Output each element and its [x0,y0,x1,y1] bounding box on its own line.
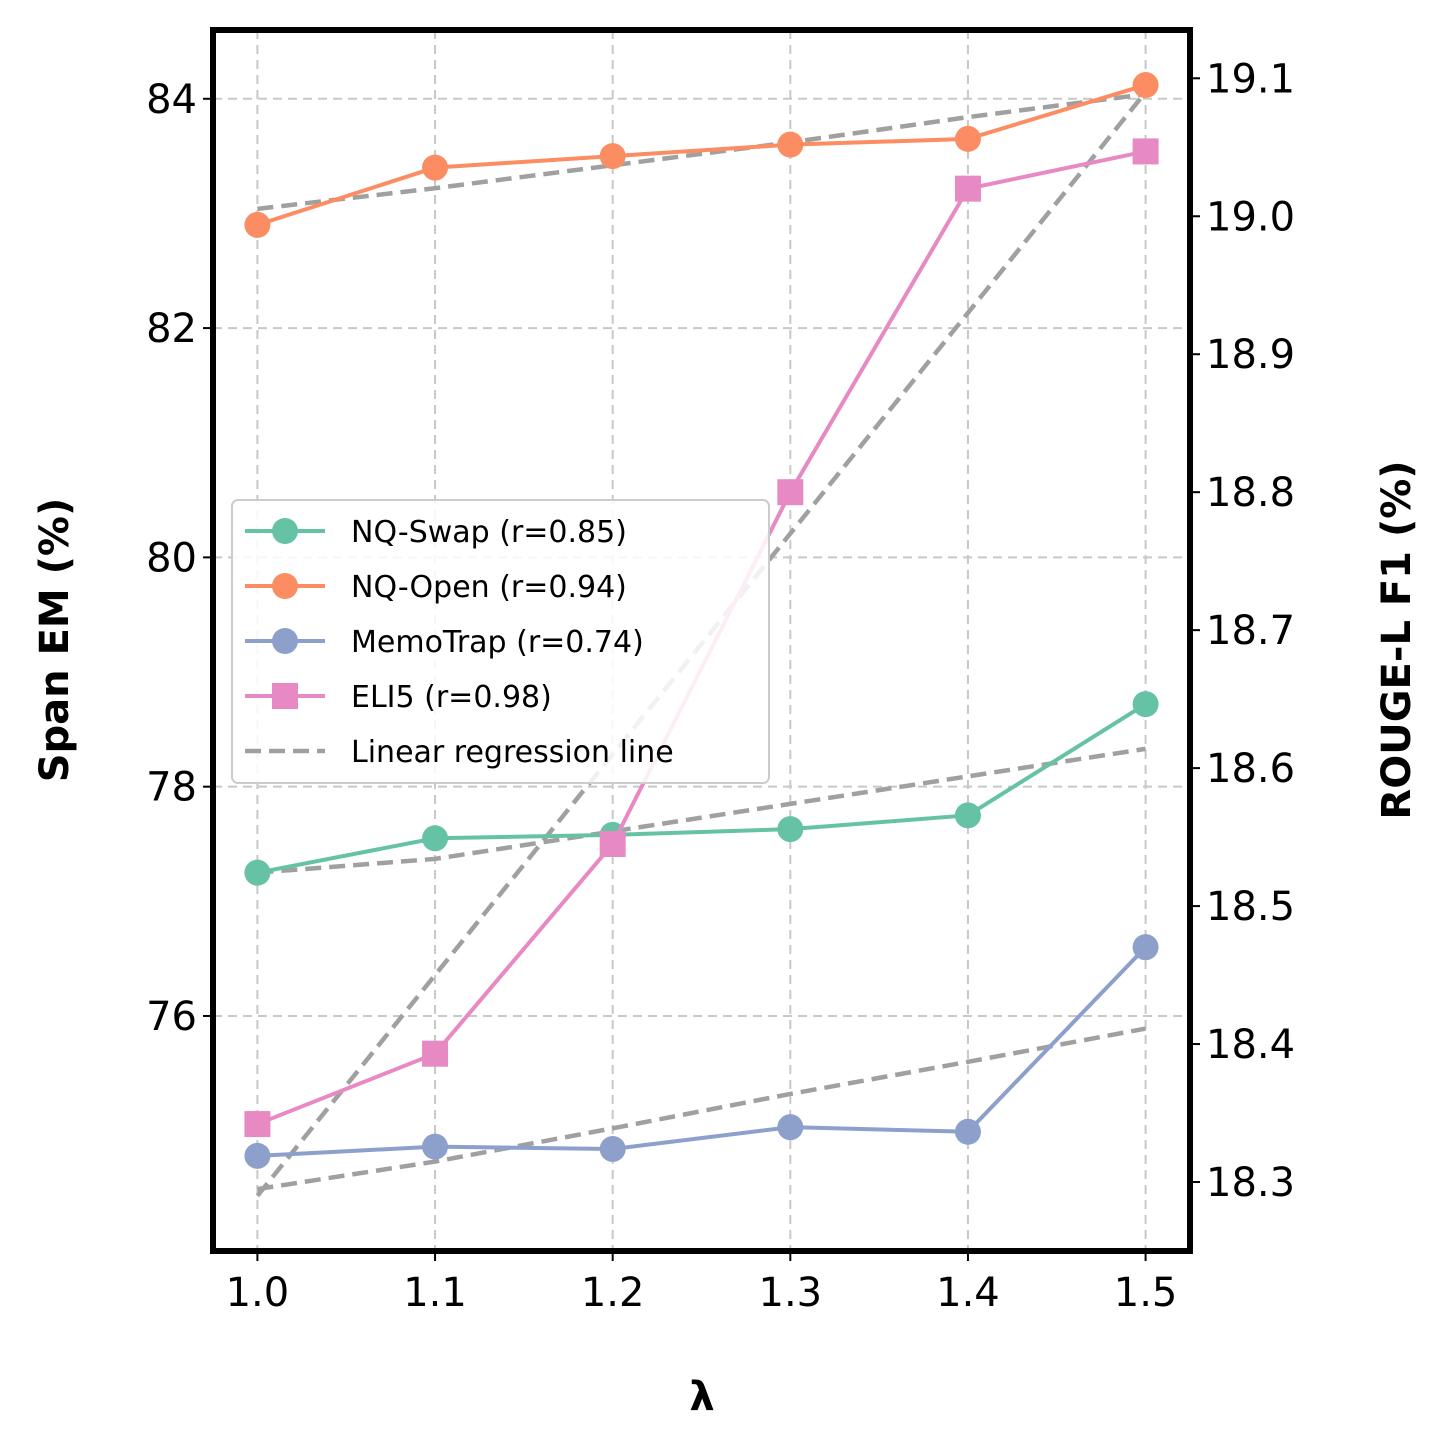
x-tick-label: 1.1 [403,1270,467,1316]
y-left-tick-label: 84 [146,77,197,123]
legend-entry: NQ-Swap (r=0.85) [245,515,627,550]
y-right-tick-label: 19.0 [1206,194,1295,240]
data-point [422,154,449,181]
data-point [244,1111,271,1138]
legend-entry: NQ-Open (r=0.94) [245,570,627,605]
data-point [777,1114,804,1141]
x-tick-label: 1.2 [581,1270,645,1316]
data-point [244,859,271,886]
x-tick-label: 1.4 [936,1270,1000,1316]
y-right-tick-label: 19.1 [1206,56,1295,102]
data-point [1132,72,1159,99]
legend-label: ELI5 (r=0.98) [351,680,552,715]
legend-swatch-marker [272,683,298,709]
data-point [1132,934,1159,961]
data-point [777,131,804,158]
legend-entry: ELI5 (r=0.98) [245,680,552,715]
series-line [256,83,1147,227]
legend-entry: Linear regression line [245,735,674,770]
regression-line-nq-swap [257,746,1146,875]
x-axis-label: λ [689,1374,714,1420]
series-line [257,945,1148,1158]
data-point [422,1040,449,1067]
regression-line-nq-open [257,91,1146,212]
data-point [422,1133,449,1160]
legend-swatch-marker [272,518,298,544]
y-left-tick-label: 76 [146,994,197,1040]
series-nq-open [244,72,1159,238]
legend-label: NQ-Open (r=0.94) [351,570,627,605]
y-left-tick-label: 82 [146,306,197,352]
data-point [599,831,626,857]
data-point [777,816,804,843]
legend-label: NQ-Swap (r=0.85) [351,515,627,550]
y-left-tick-label: 80 [146,535,197,581]
legend-entry: MemoTrap (r=0.74) [245,625,644,660]
regression-line-memotrap [257,1026,1147,1192]
data-point [599,143,626,170]
plot-frame [210,27,1193,1254]
y-left-tick-label: 78 [146,765,197,811]
y-axis-left-label: Span EM (%) [32,498,78,783]
series-memotrap [244,934,1159,1169]
y-right-tick-label: 18.5 [1206,884,1295,930]
data-point [954,125,981,152]
y-axis-right-label: ROUGE-L F1 (%) [1374,460,1420,819]
data-point [1132,138,1159,165]
data-point [1132,691,1159,718]
data-point [599,1135,626,1162]
y-right-tick-label: 18.9 [1206,332,1295,378]
y-right-tick-label: 18.8 [1206,470,1295,516]
legend-swatch-marker [272,573,298,599]
x-tick-label: 1.0 [226,1270,290,1316]
y-right-tick-label: 18.3 [1206,1160,1295,1206]
data-point [954,1118,981,1145]
data-point [244,211,271,238]
x-tick-label: 1.5 [1114,1270,1178,1316]
data-point [777,479,804,506]
ticks: 1.0 1.1 1.2 1.3 1.4 1.5 76 78 80 82 84 18.3 18.4 18.5… [146,56,1295,1316]
y-right-tick-label: 18.7 [1206,608,1295,654]
legend-box [231,499,770,784]
data-point [422,825,449,852]
legend-swatch-marker [272,628,298,654]
series-line [257,702,1147,875]
data-point [244,1142,271,1169]
y-right-tick-label: 18.6 [1206,746,1295,792]
data-point [954,175,981,202]
y-right-tick-label: 18.4 [1206,1022,1295,1068]
legend: NQ-Swap (r=0.85) NQ-Open (r=0.94) MemoTrap… [231,499,770,784]
x-tick-label: 1.3 [759,1270,823,1316]
legend-label: MemoTrap (r=0.74) [351,625,644,660]
legend-label: Linear regression line [351,735,674,770]
data-point [954,802,981,829]
